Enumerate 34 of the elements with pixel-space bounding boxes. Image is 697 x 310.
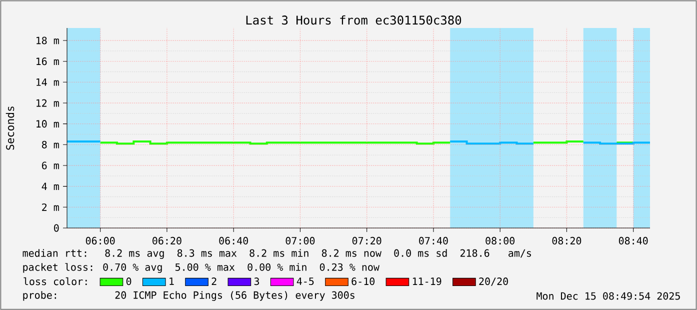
y-axis-title: Seconds — [6, 106, 14, 150]
y-tick-label: 12 m — [36, 99, 59, 107]
y-tick-label: 4 m — [42, 182, 59, 190]
chart-title: Last 3 Hours from ec301150c380 — [246, 15, 462, 25]
legend-title: loss color: — [24, 277, 87, 286]
text: median rtt: 8.2 ms avg 8.3 ms max 8.2 ms min 8.2 ms now 0.0 ms sd 218.6 am/s — [22, 249, 531, 259]
legend-label: 20/20 — [479, 278, 508, 286]
x-tick-label: 08:20 — [552, 236, 582, 244]
legend-label: 4-5 — [296, 278, 314, 286]
text: Mon Dec 15 08:49:54 2025 — [536, 292, 680, 300]
legend-label: 0 — [126, 278, 132, 286]
x-tick-label: 07:00 — [286, 236, 315, 244]
x-tick-label: 06:00 — [86, 236, 115, 244]
y-tick-label: 8 m — [42, 140, 59, 148]
text: probe: 20 ICMP Echo Pings (56 Bytes) every 300s — [23, 291, 354, 301]
y-tick-label: 16 m — [36, 58, 59, 66]
y-tick-label: 10 m — [36, 120, 59, 128]
legend-label: 3 — [254, 278, 259, 286]
x-tick-label: 07:20 — [352, 236, 382, 244]
legend-label: 11-19 — [412, 278, 442, 286]
y-tick-label: 2 m — [42, 203, 59, 211]
legend-label: 2 — [212, 278, 216, 285]
y-tick-label: 18 m — [36, 36, 59, 44]
y-tick-label: 6 m — [42, 162, 59, 170]
x-tick-label: 06:20 — [152, 236, 182, 244]
x-tick-label: 08:00 — [486, 236, 514, 244]
y-tick-label: 14 m — [36, 78, 59, 86]
legend-label: 1 — [170, 278, 174, 285]
legend-label: 6-10 — [352, 278, 374, 286]
x-tick-label: 07:40 — [419, 236, 448, 244]
y-tick-label: 0 — [54, 224, 59, 232]
x-tick-label: 06:40 — [219, 236, 248, 244]
text: packet loss: 0.70 % avg 5.00 % max 0.00 % min 0.23 % now — [23, 263, 380, 273]
x-tick-label: 08:40 — [618, 236, 648, 244]
